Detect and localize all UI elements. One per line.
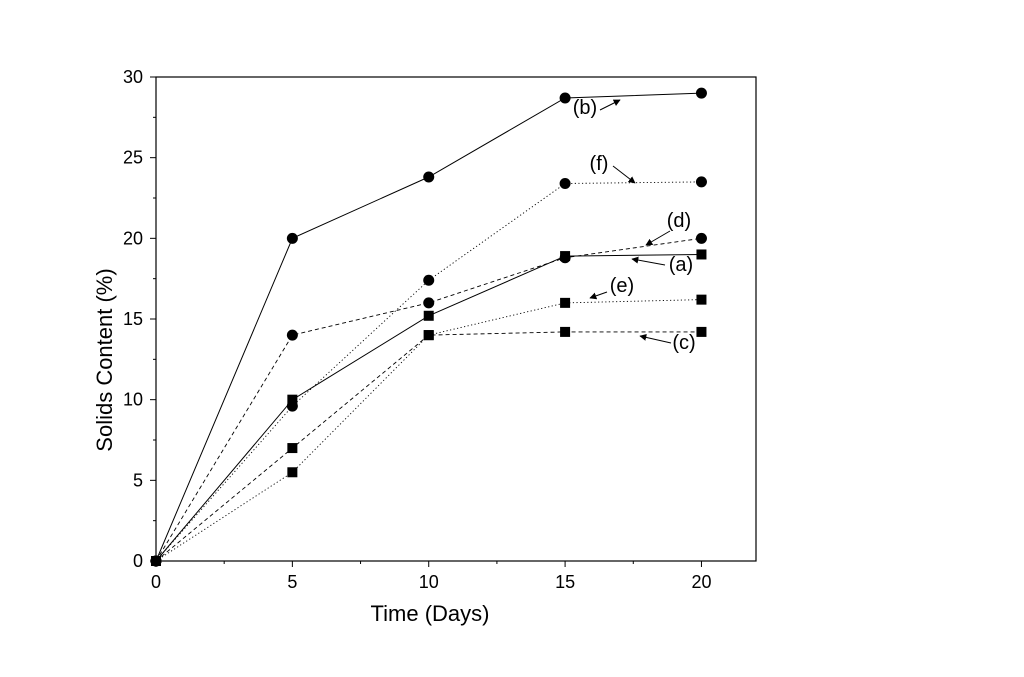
annotation-arrow xyxy=(589,291,608,300)
series-e xyxy=(151,294,707,566)
data-point xyxy=(696,326,707,337)
data-point xyxy=(559,252,571,264)
data-point xyxy=(695,232,707,244)
x-tick-label: 20 xyxy=(691,572,711,592)
y-tick-label: 5 xyxy=(133,470,143,490)
data-point xyxy=(560,326,571,337)
annotation-arrow xyxy=(612,165,636,184)
data-point xyxy=(559,177,571,189)
data-point xyxy=(696,294,707,305)
y-tick-label: 25 xyxy=(123,148,143,168)
y-tick-label: 20 xyxy=(123,228,143,248)
x-tick-label: 10 xyxy=(419,572,439,592)
data-point xyxy=(287,467,298,478)
data-point xyxy=(287,394,298,405)
data-point xyxy=(695,87,707,99)
data-point xyxy=(286,329,298,341)
series-layer xyxy=(150,87,707,567)
data-point xyxy=(423,171,435,183)
data-point xyxy=(287,443,298,454)
data-point xyxy=(559,92,571,104)
data-point xyxy=(286,232,298,244)
data-point xyxy=(423,310,434,321)
series-label: (e) xyxy=(610,275,634,297)
annotation-arrow xyxy=(631,256,666,266)
x-axis-title: Time (Days) xyxy=(371,601,490,626)
data-point xyxy=(286,400,298,412)
series-label: (d) xyxy=(667,210,691,232)
series-label: (c) xyxy=(672,332,695,354)
data-point xyxy=(423,274,435,286)
series-label: (a) xyxy=(669,254,693,276)
data-point xyxy=(423,330,434,341)
data-point xyxy=(150,555,162,567)
x-tick-label: 15 xyxy=(555,572,575,592)
series-b xyxy=(150,87,707,567)
series-label: (b) xyxy=(573,97,597,119)
series-f xyxy=(150,176,707,567)
data-point xyxy=(695,176,707,188)
annotation-layer: (a) (b) (c) (d) (e) (f) xyxy=(573,97,696,354)
series-label: (f) xyxy=(590,153,609,175)
y-tick-label: 10 xyxy=(123,390,143,410)
series-line xyxy=(155,299,702,562)
y-tick-label: 30 xyxy=(123,67,143,87)
x-tick-label: 0 xyxy=(151,572,161,592)
x-tick-label: 5 xyxy=(287,572,297,592)
y-tick-label: 15 xyxy=(123,309,143,329)
plot-frame xyxy=(155,76,757,562)
series-line xyxy=(155,92,702,562)
annotation-arrow xyxy=(639,333,672,344)
annotation-arrow xyxy=(599,99,621,111)
x-axis: 0 5 10 15 20 xyxy=(151,561,711,592)
series-c xyxy=(151,326,707,566)
y-axis: 0 5 10 15 20 25 30 xyxy=(123,67,156,571)
series-line xyxy=(155,237,702,562)
data-point xyxy=(696,249,707,260)
y-axis-title: Solids Content (%) xyxy=(92,268,117,451)
annotation-arrow xyxy=(645,230,671,246)
y-tick-label: 0 xyxy=(133,551,143,571)
data-point xyxy=(423,297,435,309)
series-line xyxy=(155,181,702,562)
data-point xyxy=(560,297,571,308)
